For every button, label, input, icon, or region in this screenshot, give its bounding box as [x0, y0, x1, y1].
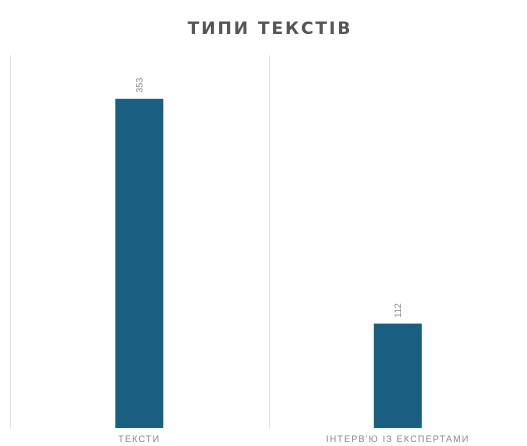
- x-tick-label-1: ТЕКСТИ: [118, 434, 160, 444]
- data-labels: 353 112: [134, 78, 403, 318]
- chart-title: ТИПИ ТЕКСТІВ: [188, 19, 353, 39]
- bar-1: [115, 98, 164, 429]
- x-axis-tick-labels: ТЕКСТИ ІНТЕРВ'Ю ІЗ ЕКСПЕРТАМИ: [118, 434, 470, 444]
- grid-lines: [10, 55, 270, 428]
- x-tick-label-2: ІНТЕРВ'Ю ІЗ ЕКСПЕРТАМИ: [326, 434, 470, 444]
- data-label-1: 353: [134, 78, 144, 93]
- bars: [115, 98, 422, 429]
- data-label-2: 112: [393, 303, 403, 317]
- bar-2: [373, 323, 422, 428]
